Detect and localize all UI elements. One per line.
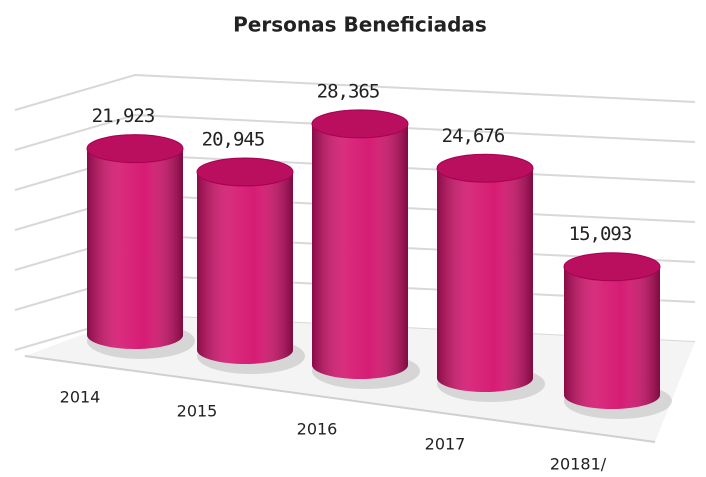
floor-edge: [24, 355, 656, 443]
x-tick-label: 2014: [60, 388, 101, 407]
bar-shade: [564, 266, 660, 395]
value-label: 15,093: [569, 223, 632, 245]
plot: 21,923 2014 20,945 2015 28,365 2016 24,676 2017…: [60, 80, 672, 474]
cylinder-top: [436, 153, 534, 183]
chart-title: Personas Beneficiadas: [233, 13, 487, 37]
x-tick-label: 2016: [297, 420, 338, 439]
cylinder-top-shade: [87, 134, 183, 163]
cylinder-top: [196, 157, 294, 187]
grid-line: [14, 73, 696, 111]
value-label: 20,945: [202, 128, 265, 150]
grid-line: [14, 113, 696, 151]
bar-shade: [197, 171, 293, 350]
cylinder-top-shade: [437, 154, 533, 183]
x-tick-label: 20181/: [550, 455, 607, 474]
x-tick-label: 2015: [177, 402, 218, 421]
cylinder-top: [311, 109, 409, 139]
value-label: 24,676: [442, 125, 505, 147]
cylinder-top: [86, 134, 184, 164]
bar-shade: [437, 168, 533, 378]
value-label: 21,923: [92, 105, 155, 127]
x-tick-label: 2017: [425, 435, 466, 454]
cylinder-top: [563, 252, 661, 282]
cylinder-top-shade: [564, 252, 660, 281]
value-label: 28,365: [317, 80, 380, 102]
bar-shade: [87, 148, 183, 335]
cylinder-top-shade: [312, 109, 408, 138]
bar-shade: [312, 123, 408, 366]
cylinder-top-shade: [197, 157, 293, 186]
